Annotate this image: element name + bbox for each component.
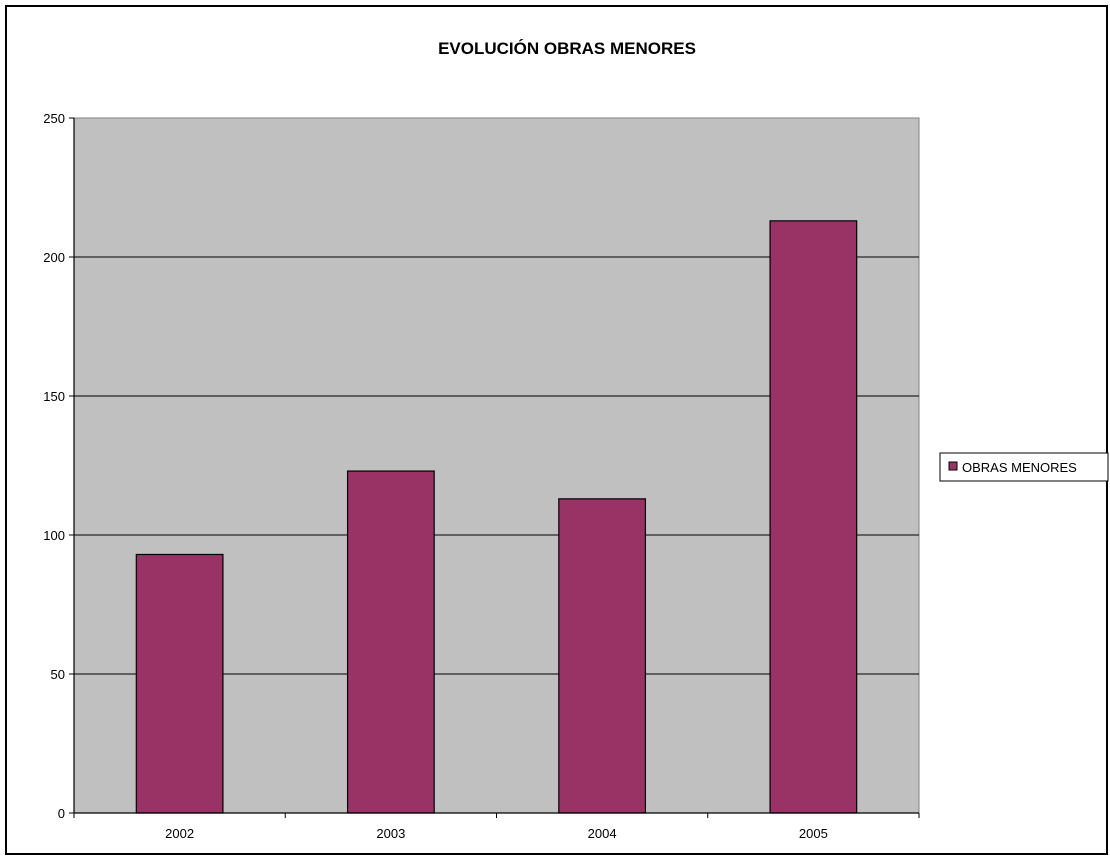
bar-2002 bbox=[135, 553, 224, 814]
y-tick-label: 150 bbox=[43, 389, 65, 404]
y-tick-label: 250 bbox=[43, 111, 65, 126]
chart-title: EVOLUCIÓN OBRAS MENORES bbox=[438, 39, 696, 58]
y-tick-label: 0 bbox=[58, 806, 65, 821]
y-tick-label: 200 bbox=[43, 250, 65, 265]
x-tick-label: 2004 bbox=[588, 826, 617, 841]
legend-label: OBRAS MENORES bbox=[962, 460, 1077, 475]
x-axis-ticks: 2002 2003 2004 2005 bbox=[73, 813, 920, 841]
legend: OBRAS MENORES bbox=[939, 452, 1109, 482]
bar-2004 bbox=[558, 498, 647, 814]
x-tick-label: 2002 bbox=[165, 826, 194, 841]
bar-2003 bbox=[346, 470, 435, 814]
legend-box bbox=[939, 452, 1109, 482]
legend-swatch bbox=[948, 461, 958, 471]
x-tick-label: 2005 bbox=[799, 826, 828, 841]
y-tick-label: 100 bbox=[43, 528, 65, 543]
bars bbox=[135, 220, 858, 814]
y-axis-ticks: 0 50 100 150 200 250 bbox=[43, 111, 74, 821]
x-tick-label: 2003 bbox=[376, 826, 405, 841]
y-tick-label: 50 bbox=[51, 667, 65, 682]
bar-2005 bbox=[769, 220, 858, 814]
